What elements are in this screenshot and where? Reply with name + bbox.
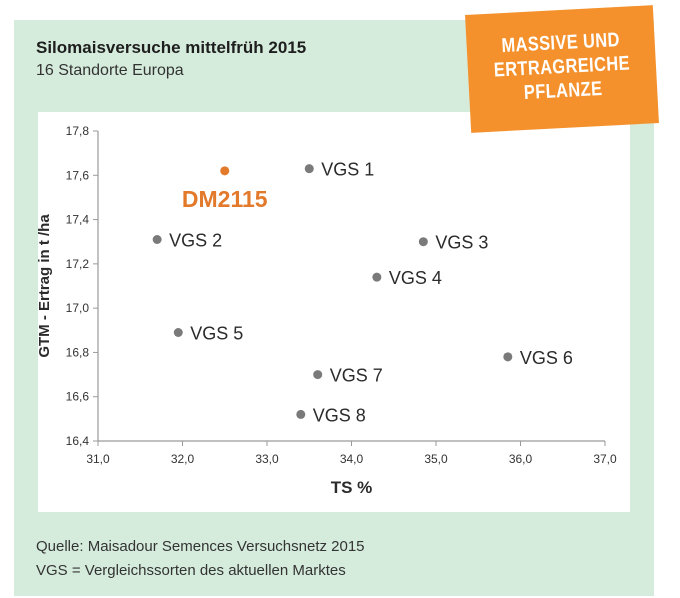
x-tick-label: 33,0 (255, 452, 279, 466)
highlight-badge: MASSIVE UND ERTRAGREICHE PFLANZE (465, 5, 659, 133)
data-point (296, 409, 306, 419)
y-tick-label: 17,8 (66, 124, 90, 138)
y-tick-label: 17,4 (66, 213, 90, 227)
data-point-label: VGS 3 (435, 233, 488, 253)
plot-area (38, 112, 630, 512)
data-point-label: VGS 6 (520, 348, 573, 368)
x-axis-label: TS % (331, 478, 373, 497)
y-tick-label: 17,2 (66, 257, 90, 271)
y-tick-label: 16,6 (66, 390, 90, 404)
data-point-label: VGS 4 (389, 268, 442, 288)
x-tick-label: 34,0 (340, 452, 364, 466)
vgs-explanation: VGS = Vergleichssorten des aktuellen Mar… (36, 562, 346, 579)
x-tick-label: 32,0 (171, 452, 195, 466)
data-point (304, 164, 314, 174)
data-point (152, 235, 162, 244)
data-point (313, 370, 323, 380)
x-tick-label: 37,0 (593, 452, 617, 466)
y-tick-label: 16,8 (66, 345, 90, 359)
y-tick-label: 17,6 (66, 168, 90, 182)
chart-subtitle: 16 Standorte Europa (36, 62, 184, 79)
chart-title: Silomaisversuche mittelfrüh 2015 (36, 38, 307, 57)
data-point-label: VGS 7 (330, 366, 383, 386)
data-point (372, 272, 382, 282)
data-point-label: VGS 5 (190, 324, 243, 344)
highlight-point (220, 166, 230, 176)
data-point (503, 352, 513, 362)
data-point (173, 328, 183, 337)
x-tick-label: 31,0 (86, 452, 110, 466)
highlight-point-label: DM2115 (182, 186, 268, 212)
data-point-label: VGS 1 (321, 160, 374, 180)
data-point (418, 237, 428, 247)
data-point-label: VGS 8 (313, 405, 366, 425)
data-point-label: VGS 2 (169, 231, 222, 251)
x-tick-label: 36,0 (509, 452, 533, 466)
x-tick-label: 35,0 (424, 452, 448, 466)
source-note: Quelle: Maisadour Semences Versuchsnetz … (36, 538, 365, 555)
y-tick-label: 16,4 (66, 434, 90, 448)
y-tick-label: 17,0 (66, 301, 90, 315)
y-axis-label: GTM - Ertrag in t /ha (36, 214, 53, 358)
